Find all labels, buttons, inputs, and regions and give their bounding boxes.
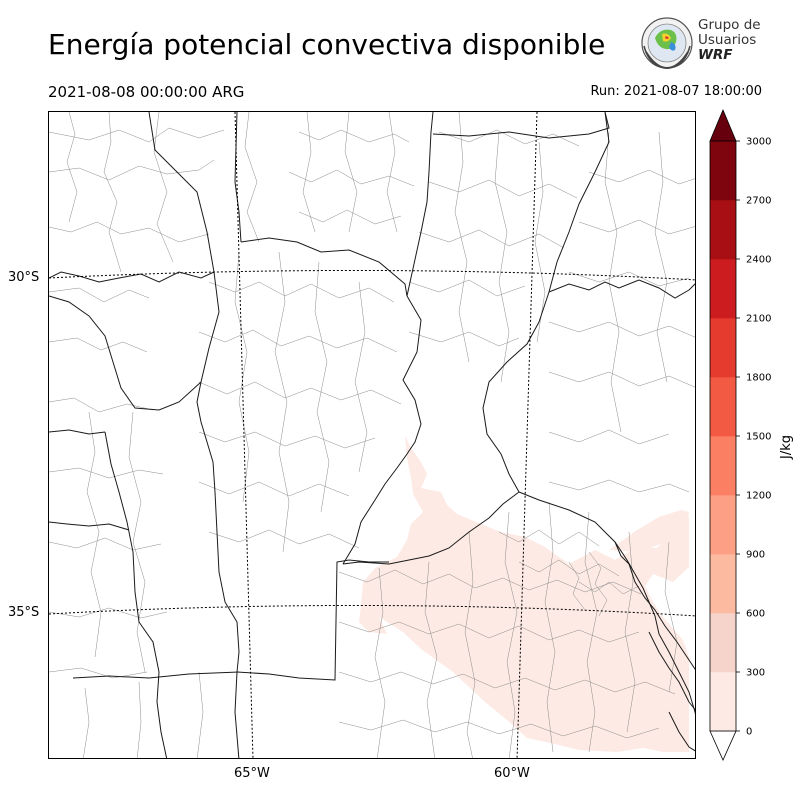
logo-line-2: Usuarios — [698, 32, 757, 48]
colorbar-band — [710, 613, 736, 673]
colorbar-tick-label: 1200 — [746, 491, 771, 502]
colorbar-band — [710, 436, 736, 496]
colorbar-band — [710, 200, 736, 260]
colorbar-tick-label: 2400 — [746, 255, 771, 266]
colorbar-band — [710, 141, 736, 201]
globe-logo-icon — [641, 17, 693, 70]
graticule-lon-65w — [234, 112, 254, 758]
lat-label-35s: 35°S — [8, 605, 40, 620]
colorbar-band — [710, 672, 736, 732]
colorbar-band — [710, 495, 736, 555]
colorbar-over-triangle — [709, 108, 737, 142]
coastline — [614, 541, 695, 752]
colorbar-tick-label: 2100 — [746, 314, 771, 325]
department-boundaries — [49, 112, 695, 758]
lat-label-30s: 30°S — [8, 270, 40, 285]
valid-time: 2021-08-08 00:00:00 ARG — [48, 83, 245, 101]
colorbar-tick-label: 600 — [746, 609, 765, 620]
colorbar-tick-label: 300 — [746, 668, 765, 679]
graticule-lat-30s — [49, 269, 695, 281]
page-title: Energía potencial convectiva disponible — [48, 28, 606, 61]
logo-line-3: WRF — [698, 47, 733, 63]
graticule-lon-60w — [516, 112, 538, 758]
graticule-lat-35s — [49, 604, 695, 617]
cape-field-0-300 — [361, 436, 689, 752]
lon-label-60w: 60°W — [494, 766, 530, 781]
colorbar-unit-label: J/kg — [779, 435, 794, 460]
colorbar: 0 300 600 900 1200 1500 1800 2100 2400 2700 3000 J… — [709, 108, 794, 761]
colorbar-under-triangle — [709, 730, 737, 761]
colorbar-tick-label: 0 — [746, 727, 752, 738]
colorbar-tick-label: 1800 — [746, 373, 771, 384]
run-time: Run: 2021-08-07 18:00:00 — [590, 84, 762, 99]
colorbar-band — [710, 259, 736, 319]
graticule — [49, 112, 695, 758]
cape-field-east-patch — [609, 510, 689, 552]
cape-field-coast-patch — [677, 702, 689, 740]
colorbar-tick-label: 3000 — [746, 137, 771, 148]
logo-line-1: Grupo de — [698, 17, 761, 33]
colorbar-tick-label: 1500 — [746, 432, 771, 443]
wrf-group-logo: Grupo de Usuarios WRF — [638, 16, 768, 72]
colorbar-tick-label: 2700 — [746, 196, 771, 207]
colorbar-band — [710, 554, 736, 614]
map-svg — [49, 112, 695, 758]
colorbar-band — [710, 377, 736, 437]
colorbar-band — [710, 318, 736, 378]
lon-label-65w: 65°W — [234, 766, 270, 781]
colorbar-tick-label: 900 — [746, 550, 765, 561]
map-panel — [48, 111, 696, 759]
cape-field-west-patch — [359, 606, 387, 634]
